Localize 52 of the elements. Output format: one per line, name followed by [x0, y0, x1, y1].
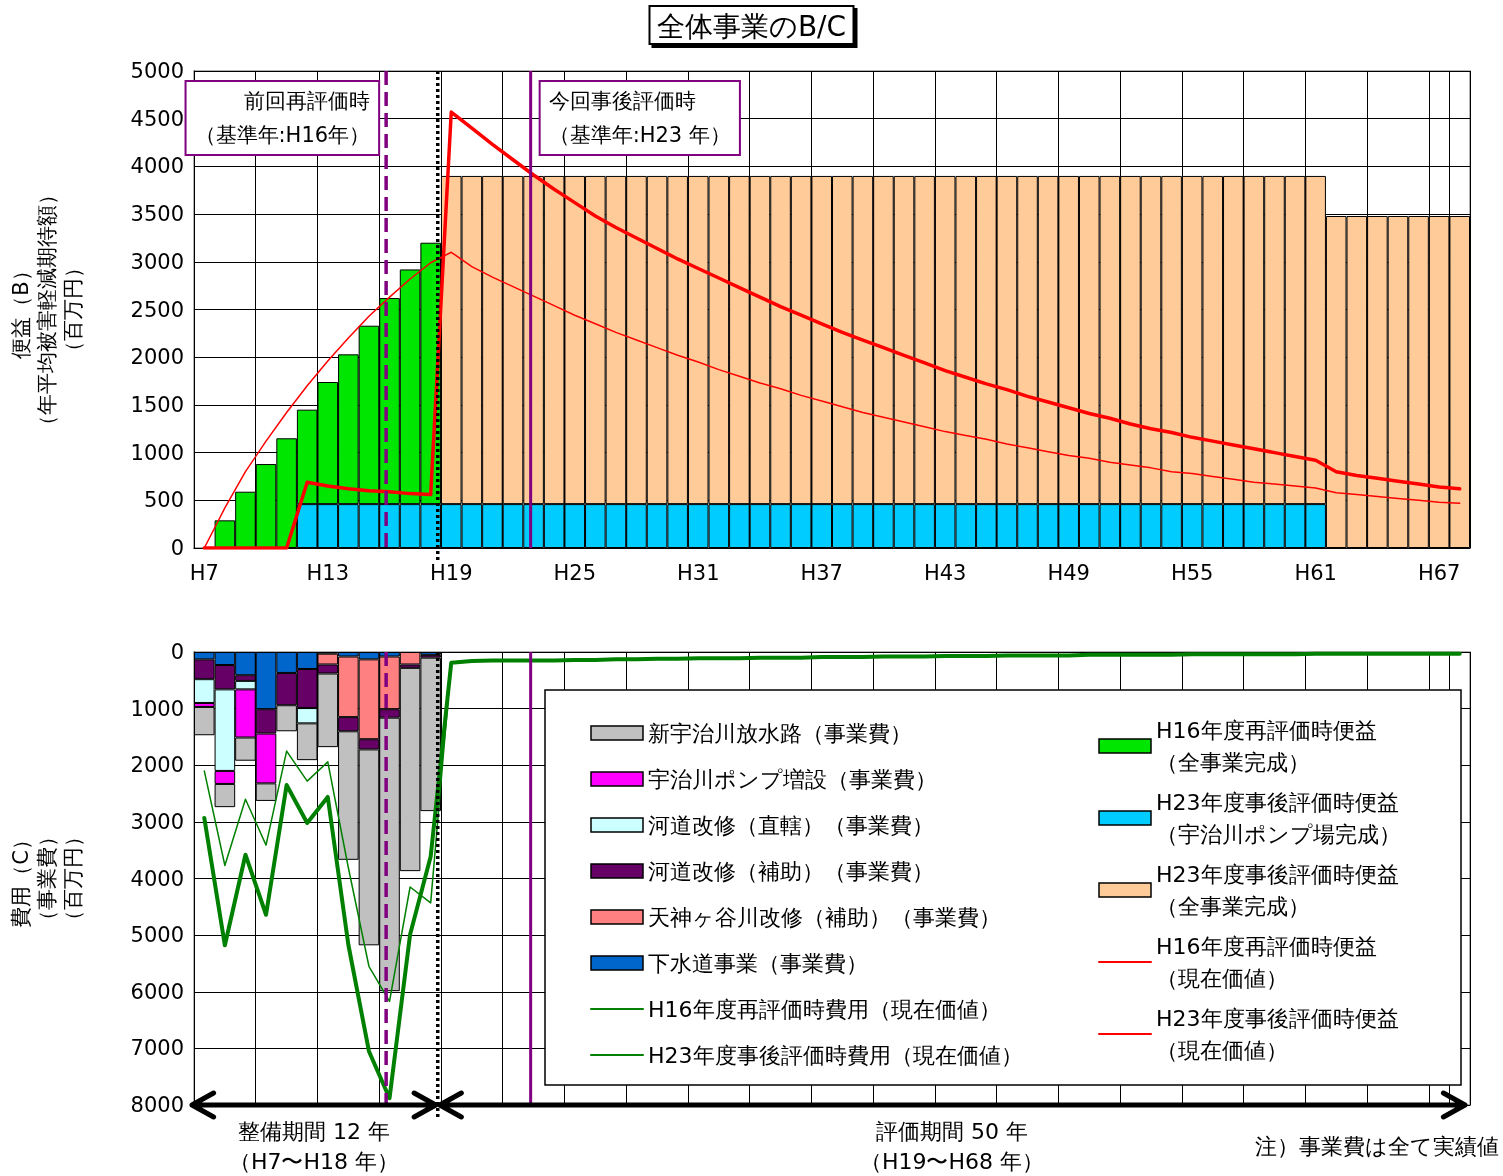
x-tick-label: H61 [1294, 560, 1337, 585]
y-tick-label: 3500 [130, 202, 184, 227]
x-tick-label: H49 [1047, 560, 1090, 585]
y-tick-label: 4500 [130, 106, 184, 131]
y-tick-label: 6000 [130, 979, 184, 1004]
y-tick-label: 1500 [130, 392, 184, 417]
y-tick-label: 7000 [130, 1036, 184, 1061]
x-tick-label: H55 [1170, 560, 1214, 585]
y-tick-label: 2000 [130, 753, 184, 778]
legend-label: 河道改修（直轄）（事業費） [648, 812, 934, 838]
annotation: 前回再評価時（基準年:H16年） [194, 89, 371, 147]
legend-label: H23年度事後評価時便益（全事業完成） [1156, 861, 1399, 919]
text: 整備期間 12 年（H7〜H18 年） [228, 1118, 400, 1174]
x-tick-label: H67 [1417, 560, 1461, 585]
y-tick-label: 2500 [130, 297, 184, 322]
legend-label: 下水道事業（事業費） [648, 950, 868, 976]
y-tick-label: 8000 [130, 1093, 184, 1117]
y-tick-label: 500 [143, 488, 184, 513]
y-tick-label: 3000 [130, 249, 184, 274]
annotation: 今回事後評価時（基準年:H23 年） [548, 89, 731, 147]
x-tick-label: H7 [189, 560, 219, 585]
text: 評価期間 50 年（H19〜H68 年） [859, 1118, 1045, 1174]
y-tick-label: 4000 [130, 866, 184, 891]
chart-title: 全体事業のB/C [656, 9, 847, 43]
legend-label: H23年度事後評価時便益（宇治川ポンプ場完成） [1156, 789, 1401, 847]
legend-label: 宇治川ポンプ増設（事業費） [648, 766, 937, 792]
x-tick-label: H31 [676, 560, 720, 585]
legend-label: H16年度再評価時費用（現在価値） [648, 996, 1001, 1022]
y-axis-title: 費用（C）（事業費）（百万円） [9, 826, 85, 931]
y-tick-label: 1000 [130, 440, 184, 465]
y-tick-label: 0 [170, 536, 184, 560]
legend-label: 新宇治川放水路（事業費） [648, 720, 912, 746]
legend-label: H16年度再評価時便益（全事業完成） [1156, 717, 1377, 775]
y-tick-label: 5000 [130, 59, 184, 83]
x-tick-label: H43 [923, 560, 967, 585]
y-tick-label: 3000 [130, 809, 184, 834]
y-tick-label: 0 [170, 640, 184, 664]
y-tick-label: 5000 [130, 923, 184, 948]
x-tick-label: H19 [430, 560, 473, 585]
text: 注）事業費は全て実績値 [1255, 1133, 1499, 1159]
x-tick-label: H13 [306, 560, 350, 585]
legend-label: 河道改修（補助）（事業費） [648, 858, 934, 884]
y-axis-title: 便益（B）（年平均被害軽減期待額）（百万円） [9, 183, 85, 436]
legend-label: H16年度再評価時便益（現在価値） [1156, 933, 1377, 991]
y-tick-label: 4000 [130, 154, 184, 179]
legend-label: H23年度事後評価時便益（現在価値） [1156, 1005, 1399, 1063]
x-tick-label: H25 [553, 560, 596, 585]
y-tick-label: 2000 [130, 345, 184, 370]
legend-label: H23年度事後評価時費用（現在価値） [648, 1042, 1023, 1068]
legend-label: 天神ヶ谷川改修（補助）（事業費） [648, 904, 1001, 930]
x-tick-label: H37 [800, 560, 843, 585]
y-tick-label: 1000 [130, 696, 184, 721]
